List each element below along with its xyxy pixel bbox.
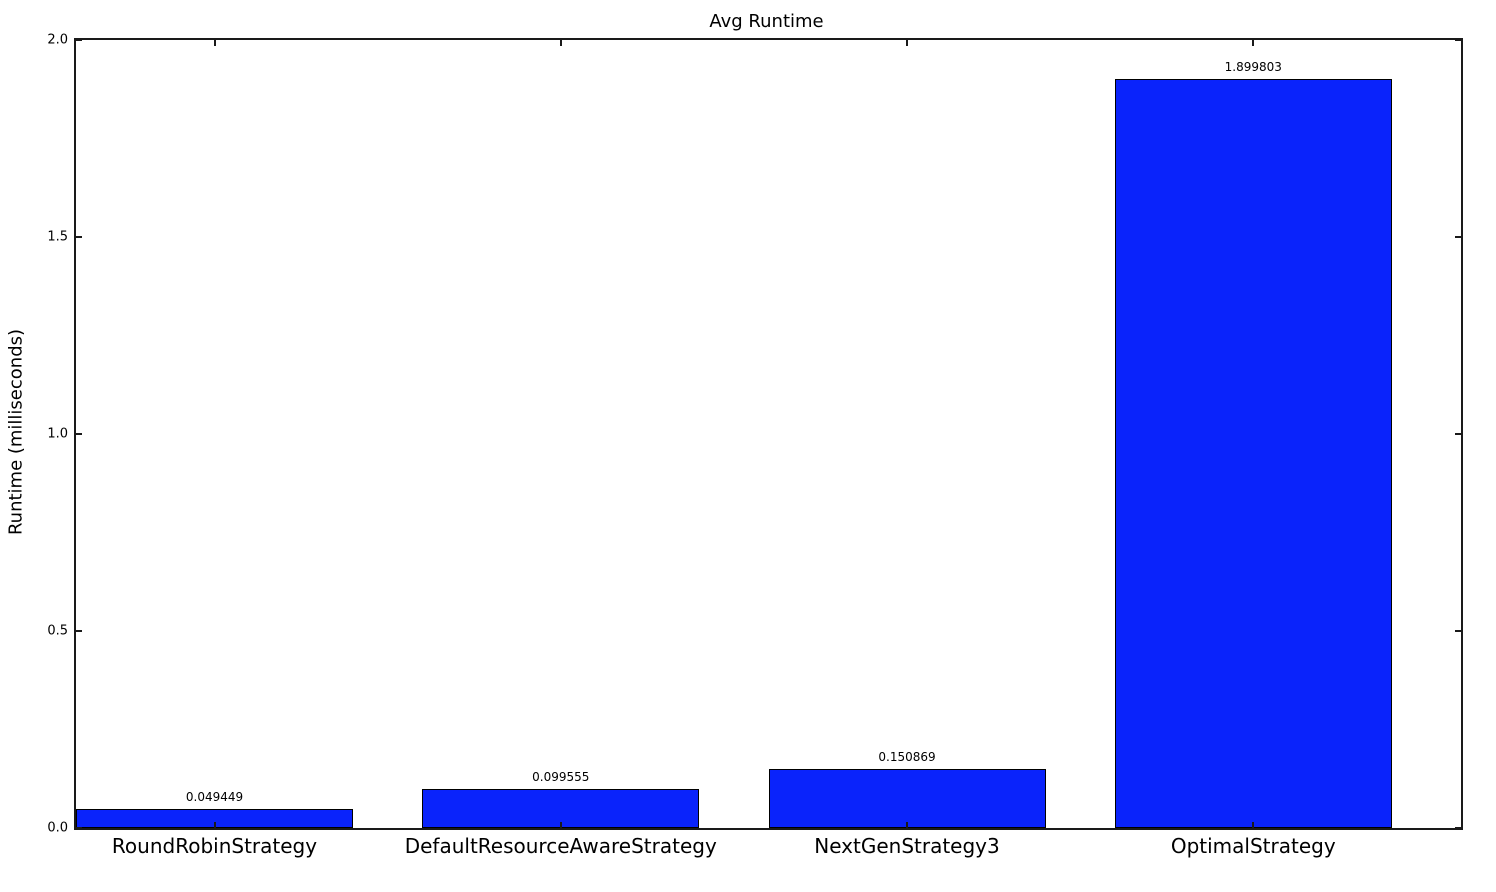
y-tick-mark-right: [1455, 827, 1461, 829]
x-tick-mark-bottom: [559, 822, 562, 828]
bar: [768, 768, 1046, 828]
y-tick-label: 1.0: [47, 426, 68, 442]
x-tick-mark-top: [1252, 40, 1255, 46]
y-tick-mark-right: [1455, 236, 1461, 238]
y-tick-mark-right: [1455, 433, 1461, 435]
x-tick-label: DefaultResourceAwareStrategy: [404, 834, 717, 858]
bar: [1114, 79, 1392, 828]
x-tick-mark-top: [559, 40, 562, 46]
y-tick-mark-left: [76, 433, 82, 435]
x-tick-mark-bottom: [1252, 822, 1255, 828]
y-tick-mark-left: [76, 630, 82, 632]
x-tick-mark-bottom: [213, 822, 216, 828]
chart-title: Avg Runtime: [709, 11, 824, 32]
x-tick-label: OptimalStrategy: [1170, 834, 1336, 858]
x-tick-label: RoundRobinStrategy: [111, 834, 318, 858]
y-tick-mark-left: [76, 827, 82, 829]
y-tick-mark-right: [1455, 39, 1461, 41]
x-tick-mark-bottom: [906, 822, 908, 828]
x-tick-label: NextGenStrategy3: [814, 834, 1000, 858]
y-tick-mark-right: [1455, 630, 1461, 632]
y-tick-label: 1.5: [47, 229, 68, 245]
y-tick-mark-left: [76, 39, 82, 41]
bar-value-label: 0.150869: [878, 749, 936, 764]
x-tick-mark-top: [213, 40, 216, 46]
y-tick-label: 0.0: [47, 820, 68, 836]
x-tick-mark-top: [906, 40, 908, 46]
bar: [422, 788, 700, 828]
y-tick-label: 0.5: [47, 623, 68, 639]
bar-value-label: 1.899803: [1224, 60, 1282, 75]
y-tick-label: 2.0: [47, 32, 68, 48]
plot-area: 0.049449 RoundRobinStrategy 0.099555 Defaul…: [47, 33, 1463, 858]
bar-value-label: 0.049449: [185, 789, 244, 804]
bar-value-label: 0.099555: [532, 769, 590, 784]
y-tick-mark-left: [76, 236, 82, 238]
